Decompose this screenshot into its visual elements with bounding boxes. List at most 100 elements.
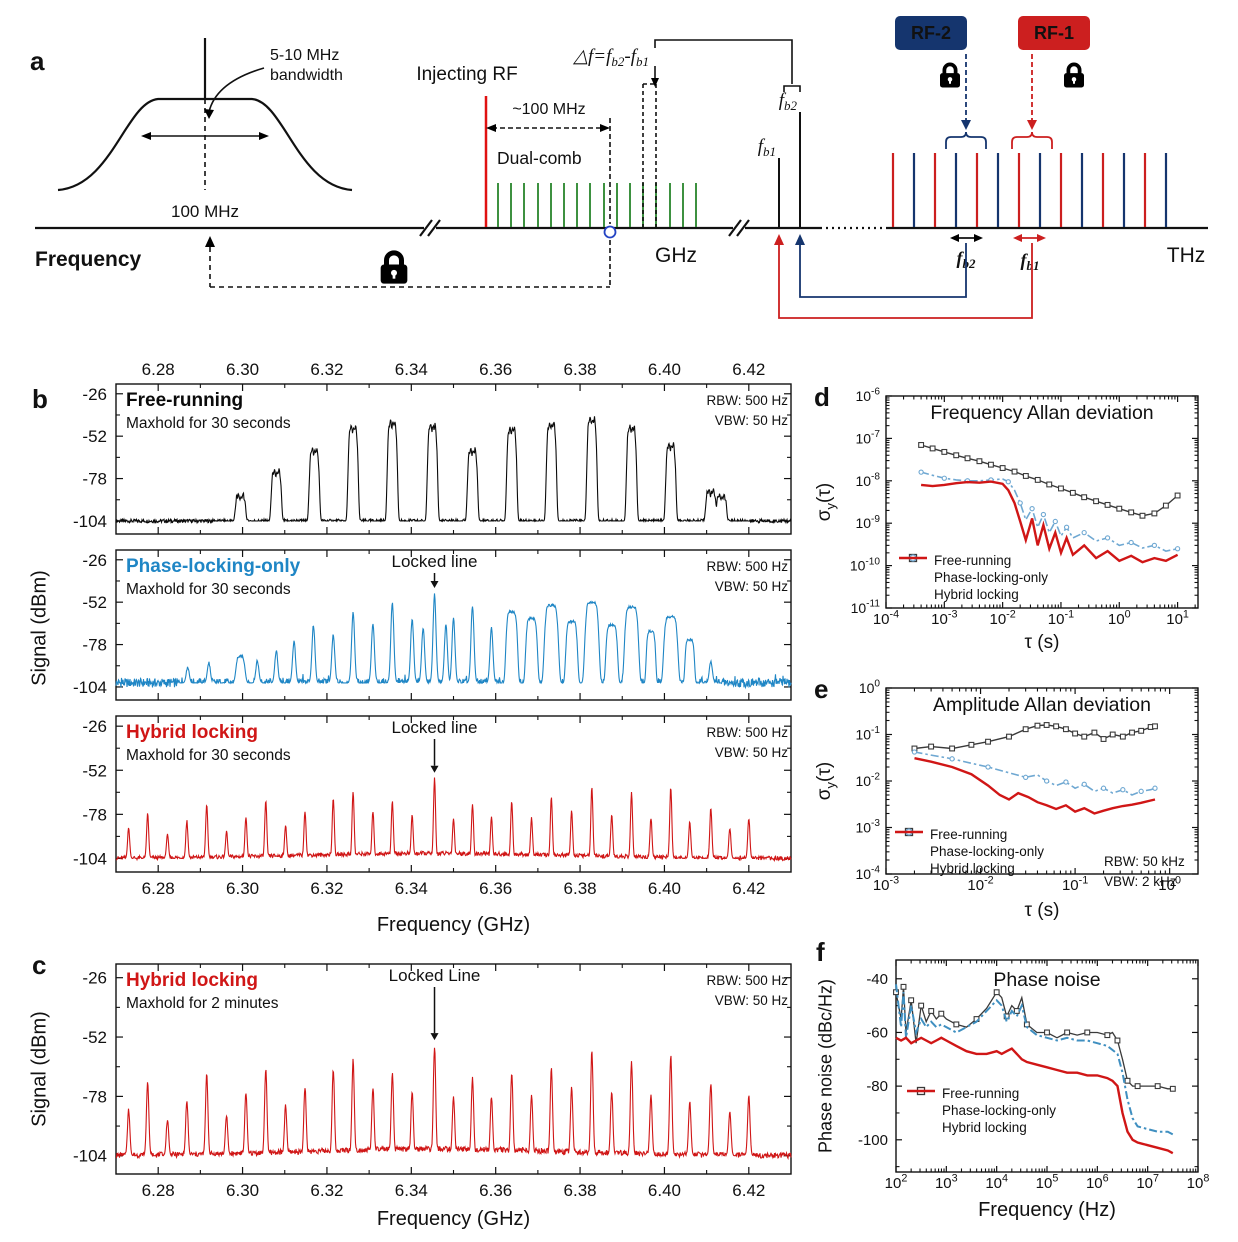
trace-subtitle-phase-locking: Maxhold for 30 seconds — [126, 581, 291, 598]
svg-text:6.28: 6.28 — [142, 879, 175, 898]
legend-label: Hybrid locking — [942, 1120, 1027, 1135]
phase-noise-chart: 102 103 104 105 106 107 108 -40 -60 -80 -100 — [858, 959, 1210, 1192]
fb1-beat-label: fb1 — [1021, 250, 1040, 273]
svg-text:10-6: 10-6 — [855, 387, 880, 404]
legend-item: Phase-locking-only — [894, 828, 1045, 860]
thz-comb-lines — [891, 153, 1168, 227]
svg-text:10-2: 10-2 — [967, 874, 993, 894]
panel-label-c: c — [32, 950, 47, 980]
vbw-value: VBW: 50 Hz — [714, 578, 788, 594]
svg-text:-26: -26 — [82, 385, 107, 404]
svg-text:-100: -100 — [858, 1132, 888, 1149]
x-axis-label-e: τ (s) — [1024, 900, 1060, 921]
svg-text:6.32: 6.32 — [310, 1181, 343, 1200]
trace-subtitle-hybrid-c: Maxhold for 2 minutes — [126, 995, 279, 1012]
optical-mode-curve — [57, 38, 353, 192]
vbw-value: VBW: 50 Hz — [714, 744, 788, 760]
svg-text:6.40: 6.40 — [648, 1181, 681, 1200]
svg-text:104: 104 — [985, 1172, 1008, 1192]
rbw-value: RBW: 500 Hz — [706, 973, 788, 988]
panel-d-freq-allan: 10-4 10-3 10-2 10-1 100 101 10-6 10-7 10-8 10-9 10… — [808, 368, 1238, 668]
panel-label-b: b — [32, 384, 48, 414]
legend-swatch-hybrid — [906, 1089, 936, 1134]
legend-swatch-phase-locking — [894, 828, 924, 858]
legend-label: Phase-locking-only — [942, 1103, 1057, 1118]
panel-a-schematic: a 5-10 MHz bandwidth 100 MHz — [0, 0, 1238, 352]
svg-text:Locked line: Locked line — [392, 552, 478, 571]
svg-text:6.34: 6.34 — [395, 879, 428, 898]
svg-text:-60: -60 — [866, 1024, 888, 1041]
svg-text:-78: -78 — [82, 805, 107, 824]
axis-label: Frequency — [35, 248, 142, 271]
trace-title-phase-locking: Phase-locking-only — [126, 556, 301, 577]
svg-text:-104: -104 — [73, 678, 107, 697]
svg-text:6.42: 6.42 — [732, 879, 765, 898]
feedback-path — [205, 236, 610, 288]
svg-text:-104: -104 — [73, 849, 107, 868]
svg-text:103: 103 — [935, 1172, 958, 1192]
svg-text:-78: -78 — [82, 636, 107, 655]
svg-text:-26: -26 — [82, 969, 107, 988]
svg-text:6.30: 6.30 — [226, 1181, 259, 1200]
x-axis-label-c: Frequency (GHz) — [376, 1208, 531, 1230]
lock-icon-rf2 — [938, 62, 962, 90]
panel-label-d: d — [814, 382, 830, 412]
svg-text:6.40: 6.40 — [648, 360, 681, 379]
legend-item: Hybrid locking — [894, 830, 1044, 877]
panel-e-amp-allan: 10-3 10-2 10-1 100 100 10-1 10-2 10-3 10-4 e Amp… — [808, 668, 1238, 935]
vbw-value: VBW: 50 Hz — [714, 992, 788, 1008]
delta-f-annotation — [642, 39, 801, 227]
svg-text:10-2: 10-2 — [855, 772, 880, 789]
svg-text:-104: -104 — [73, 1147, 107, 1166]
rf2-box — [895, 16, 967, 50]
rbw-value: RBW: 50 kHz — [1104, 854, 1185, 869]
legend-label: Hybrid locking — [930, 861, 1015, 876]
rf1-arrow — [1011, 54, 1053, 149]
rf2-arrow — [945, 54, 987, 149]
legend-swatch-phase-locking — [906, 1090, 936, 1117]
legend-label: Phase-locking-only — [930, 844, 1045, 859]
svg-text:10-3: 10-3 — [873, 874, 899, 894]
schematic-drawing: a 5-10 MHz bandwidth 100 MHz — [30, 16, 1208, 319]
rbw-value: RBW: 500 Hz — [706, 393, 788, 408]
bandwidth-label-2: bandwidth — [270, 67, 343, 84]
svg-text:6.36: 6.36 — [479, 879, 512, 898]
offset-arrow — [486, 118, 611, 286]
svg-text:6.32: 6.32 — [310, 879, 343, 898]
freq-allan-chart: 10-4 10-3 10-2 10-1 100 101 10-6 10-7 10-8 10-9 10… — [850, 387, 1199, 628]
connector-lines — [774, 234, 1033, 319]
rbw-value: RBW: 500 Hz — [706, 725, 788, 740]
chart-title-d: Frequency Allan deviation — [930, 402, 1154, 424]
svg-text:10-11: 10-11 — [851, 599, 881, 616]
rbw-vbw-c: RBW: 500 Hz VBW: 50 Hz — [706, 971, 788, 1010]
svg-text:Locked line: Locked line — [392, 718, 478, 737]
svg-text:10-1: 10-1 — [1048, 608, 1074, 628]
svg-text:108: 108 — [1187, 1172, 1210, 1192]
legend-label: Phase-locking-only — [934, 570, 1049, 585]
y-axis-label-e: σy(τ) — [814, 761, 838, 801]
svg-text:-52: -52 — [82, 761, 107, 780]
svg-text:6.38: 6.38 — [564, 360, 597, 379]
panel-label-a: a — [30, 46, 45, 76]
svg-text:106: 106 — [1086, 1172, 1109, 1192]
legend-item: Phase-locking-only — [898, 554, 1049, 586]
panel-label-f: f — [816, 937, 825, 967]
svg-text:-26: -26 — [82, 717, 107, 736]
legend-item: Hybrid locking — [906, 1089, 1056, 1136]
svg-text:10-9: 10-9 — [855, 514, 880, 531]
svg-text:-40: -40 — [866, 971, 888, 988]
svg-text:10-4: 10-4 — [873, 608, 899, 628]
svg-text:10-7: 10-7 — [855, 429, 880, 446]
svg-text:6.34: 6.34 — [395, 360, 428, 379]
x-axis-label-d: τ (s) — [1024, 632, 1060, 653]
rbw-vbw-b1: RBW: 500 Hz VBW: 50 Hz — [706, 391, 788, 430]
svg-text:10-8: 10-8 — [855, 472, 880, 489]
legend-item: Hybrid locking — [898, 556, 1048, 603]
svg-text:6.38: 6.38 — [564, 1181, 597, 1200]
frequency-axis — [35, 219, 1208, 237]
legend-e: Free-running Phase-locking-only Hybrid l… — [894, 826, 1044, 877]
trace-subtitle-free-running: Maxhold for 30 seconds — [126, 415, 291, 432]
thz-label: THz — [1167, 244, 1206, 267]
trace-title-free-running: Free-running — [126, 390, 244, 411]
fb2-beat-arrow — [950, 234, 983, 242]
